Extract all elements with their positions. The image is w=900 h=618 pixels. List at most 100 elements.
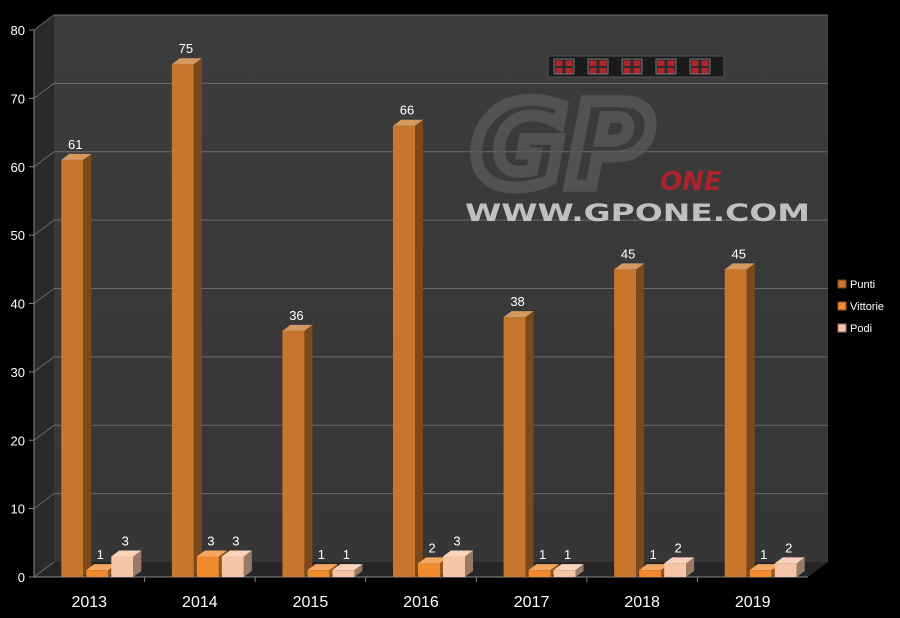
bar-front [664, 563, 687, 577]
data-label: 1 [564, 547, 571, 562]
bar-punti-2018 [614, 263, 645, 577]
bar-top [61, 153, 92, 160]
bar-front [307, 570, 330, 577]
gridline-side [33, 561, 55, 578]
gridline-side [33, 493, 55, 510]
data-label: 1 [539, 547, 546, 562]
bar-top [614, 263, 645, 270]
bar-top [282, 324, 313, 331]
bar-front [171, 64, 194, 577]
y-tick-label: 50 [11, 228, 25, 243]
bar-top [749, 564, 780, 571]
bar-side [636, 263, 645, 577]
data-label: 2 [675, 540, 682, 555]
x-tick-label: 2018 [624, 594, 660, 611]
bar-side [525, 311, 534, 577]
bar-front [553, 570, 576, 577]
x-tick-label: 2019 [735, 594, 771, 611]
bar-side [686, 557, 695, 577]
x-tick-label: 2014 [182, 594, 218, 611]
bar-side [304, 324, 313, 577]
bar-top [393, 119, 423, 126]
data-label: 3 [122, 533, 129, 548]
bars: 61 1 3 75 3 3 36 1 1 66 2 3 38 1 1 45 1 2 45 1 2 [61, 41, 805, 577]
bar-front [639, 570, 662, 577]
data-label: 36 [289, 308, 303, 323]
bar-side [415, 119, 423, 577]
bar-punti-2016 [393, 119, 423, 577]
bar-front [503, 317, 526, 577]
watermark-url: WWW.GPONE.COM [465, 199, 810, 227]
data-label: 3 [207, 533, 214, 548]
bar-podi-2014 [221, 550, 252, 577]
bar-podi-2013 [111, 550, 142, 577]
bar-top [111, 550, 142, 557]
y-tick-label: 20 [11, 433, 25, 448]
bar-front [443, 556, 465, 577]
data-label: 38 [510, 294, 524, 309]
data-label: 2 [785, 540, 792, 555]
bar-front [86, 570, 109, 577]
bar-top [86, 564, 117, 571]
bar-podi-2017 [553, 564, 584, 577]
start-light [553, 58, 575, 75]
bar-top [639, 564, 670, 571]
bar-front [332, 570, 355, 577]
bar-podi-2015 [332, 564, 363, 577]
start-light [689, 58, 711, 75]
x-tick-label: 2015 [293, 594, 329, 611]
gridline-side [33, 14, 55, 31]
bar-side [796, 557, 805, 577]
bar-top [664, 557, 695, 564]
data-label: 3 [453, 533, 460, 548]
legend-swatch-podi [837, 323, 847, 333]
x-tick-label: 2016 [403, 594, 439, 611]
legend-swatch-vittorie [837, 301, 847, 311]
y-tick-label: 30 [11, 365, 25, 380]
bar-front [282, 330, 305, 577]
bar-top [332, 564, 363, 571]
bar-front [614, 269, 637, 577]
data-label: 1 [97, 547, 104, 562]
bar-top [553, 564, 584, 571]
bar-front [774, 563, 797, 577]
bar-punti-2014 [171, 58, 202, 577]
data-label: 1 [760, 547, 767, 562]
x-tick-label: 2017 [514, 594, 550, 611]
bar-top [503, 311, 534, 318]
bar-top [774, 557, 805, 564]
start-light [621, 58, 643, 75]
y-tick-label: 70 [11, 91, 25, 106]
bar-front [221, 556, 244, 577]
bar-front [111, 556, 134, 577]
gridline-side [33, 151, 55, 168]
data-label: 1 [650, 547, 657, 562]
legend-label-vittorie: Vittorie [850, 301, 884, 313]
x-axis: 2013 2014 2015 2016 2017 2018 2019 [71, 577, 771, 611]
bar-podi-2018 [664, 557, 695, 577]
bar-podi-2019 [774, 557, 805, 577]
bar-front [418, 563, 440, 577]
bar-front [749, 570, 772, 577]
gridline-side [33, 288, 55, 304]
bar-punti-2019 [724, 263, 755, 577]
bar-front [61, 159, 84, 577]
bar-side [243, 550, 252, 577]
legend: Punti Vittorie Podi [837, 279, 884, 335]
bar-top [307, 564, 338, 571]
y-tick-label: 0 [18, 570, 25, 585]
bar-top [528, 564, 559, 571]
watermark-lights [547, 55, 725, 78]
x-tick-label: 2013 [71, 594, 107, 611]
bar-front [393, 125, 415, 577]
watermark-logo: GP [472, 79, 652, 214]
bar-top [724, 263, 755, 270]
gridline-side [33, 356, 55, 373]
bar-top [221, 550, 252, 557]
bar-front [724, 269, 747, 577]
bar-top [418, 557, 448, 564]
bar-side [133, 550, 142, 577]
start-light [655, 58, 677, 75]
